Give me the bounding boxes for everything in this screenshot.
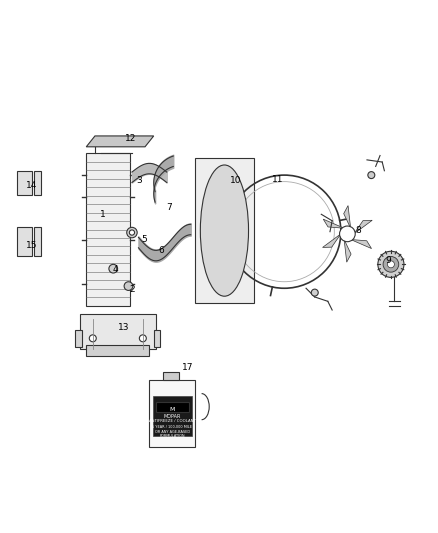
- Bar: [156, 402, 188, 412]
- Bar: [154, 329, 160, 347]
- Polygon shape: [322, 234, 341, 247]
- Circle shape: [129, 230, 134, 235]
- Text: OR ANY AGE-BASED: OR ANY AGE-BASED: [155, 430, 190, 434]
- Text: FORMULATION: FORMULATION: [159, 434, 185, 438]
- Text: 14: 14: [26, 181, 38, 190]
- Text: 11: 11: [272, 175, 283, 184]
- Text: 10: 10: [230, 176, 241, 185]
- FancyArrowPatch shape: [230, 243, 238, 247]
- Polygon shape: [344, 206, 351, 228]
- Bar: [86, 345, 149, 356]
- Text: MOPAR: MOPAR: [163, 414, 181, 418]
- Text: 13: 13: [117, 323, 129, 332]
- Circle shape: [339, 226, 355, 241]
- Ellipse shape: [200, 165, 248, 296]
- Circle shape: [139, 335, 146, 342]
- Circle shape: [378, 251, 404, 277]
- Circle shape: [127, 228, 137, 238]
- Text: 12: 12: [125, 134, 137, 143]
- Text: 6: 6: [159, 246, 164, 255]
- Bar: [75, 329, 82, 347]
- Circle shape: [109, 264, 117, 273]
- Bar: [80, 314, 156, 349]
- FancyArrowPatch shape: [204, 224, 213, 225]
- Polygon shape: [323, 219, 344, 228]
- FancyArrowPatch shape: [223, 209, 227, 217]
- Circle shape: [89, 335, 96, 342]
- Bar: [17, 228, 32, 256]
- Circle shape: [124, 282, 133, 290]
- Text: 17: 17: [182, 363, 194, 372]
- Text: M: M: [170, 407, 175, 412]
- Polygon shape: [351, 239, 371, 248]
- Text: 15: 15: [26, 241, 38, 250]
- Polygon shape: [344, 239, 351, 262]
- Bar: [86, 154, 130, 305]
- Bar: [149, 379, 195, 447]
- Text: 2: 2: [129, 285, 135, 294]
- Text: 4: 4: [113, 264, 118, 273]
- Text: 8: 8: [355, 226, 361, 235]
- Bar: [34, 171, 41, 195]
- Polygon shape: [354, 220, 372, 234]
- Text: 7: 7: [166, 203, 172, 212]
- FancyArrowPatch shape: [213, 240, 215, 248]
- Circle shape: [311, 289, 318, 296]
- Bar: [153, 396, 191, 436]
- Circle shape: [383, 256, 399, 272]
- Text: 9: 9: [386, 256, 392, 265]
- Text: 5: 5: [141, 235, 147, 244]
- Circle shape: [368, 172, 375, 179]
- Bar: [163, 372, 179, 379]
- Bar: [17, 171, 32, 195]
- Polygon shape: [86, 136, 154, 147]
- Bar: [34, 228, 41, 256]
- Text: 1: 1: [100, 210, 106, 219]
- Circle shape: [388, 261, 394, 268]
- Text: 3: 3: [136, 176, 142, 185]
- Text: 5 YEAR / 100,000 MILE: 5 YEAR / 100,000 MILE: [152, 425, 192, 429]
- Text: ANTIFREEZE / COOLANT: ANTIFREEZE / COOLANT: [149, 419, 196, 424]
- FancyArrowPatch shape: [237, 223, 244, 229]
- Bar: [195, 158, 254, 303]
